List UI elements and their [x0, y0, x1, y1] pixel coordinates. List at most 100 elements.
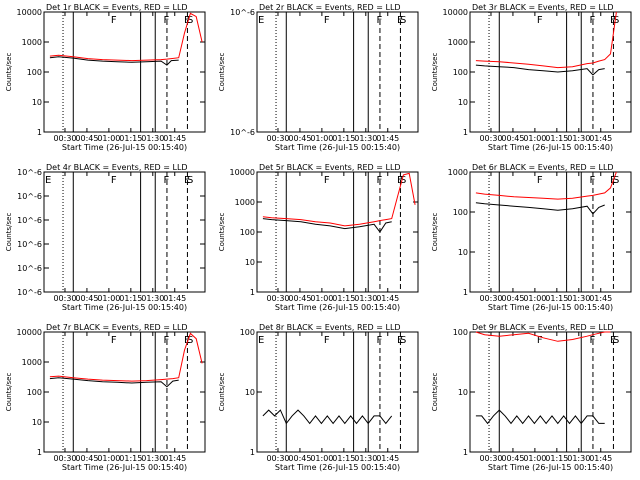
plot-frame [256, 171, 419, 293]
x-tick-label: 01:00 [97, 294, 120, 303]
x-tick-label: 01:45 [589, 294, 612, 303]
y-axis-label: Counts/sec [431, 373, 439, 412]
x-tick-label: 01:00 [310, 134, 333, 143]
x-tick-label: 01:45 [376, 134, 399, 143]
y-tick-label: 10^-6 [17, 264, 42, 273]
event-flag-label: E [397, 335, 403, 346]
x-axis-label: Start Time (26-Jul-15 00:15:40) [488, 143, 613, 152]
x-tick-label: 01:30 [141, 454, 164, 463]
event-flag-label: F [537, 335, 543, 346]
x-tick-label: 00:30 [266, 454, 289, 463]
chart-panel-1: Det 1r BLACK = Events, RED = LLD F F ES 00:3… [5, 3, 206, 152]
y-axis-label: Counts/sec [5, 373, 13, 412]
y-axis-label: Counts/sec [218, 213, 226, 252]
events-series-line [475, 202, 605, 215]
event-flag-label: F [377, 335, 383, 346]
y-tick-label: 10^-6 [17, 192, 42, 201]
x-tick-label: 01:45 [163, 294, 186, 303]
y-tick-label: 1000 [22, 358, 42, 367]
x-tick-label: 00:30 [53, 134, 76, 143]
event-flag-label: E [610, 15, 616, 26]
x-tick-label: 01:00 [523, 294, 546, 303]
y-tick-label: 100 [27, 68, 42, 77]
x-tick-label: 00:45 [75, 294, 98, 303]
events-series-line [262, 218, 392, 233]
x-tick-label: 01:15 [545, 454, 568, 463]
y-axis-label: Counts/sec [218, 373, 226, 412]
y-tick-label: 10^-6 [17, 216, 42, 225]
event-flag-label: S [400, 15, 406, 26]
x-tick-label: 00:45 [501, 294, 524, 303]
x-tick-label: 01:30 [141, 294, 164, 303]
chart-title: Det 9r BLACK = Events, RED = LLD [472, 323, 614, 332]
events-series-line [475, 64, 605, 76]
x-tick-label: 01:30 [354, 134, 377, 143]
x-tick-label: 00:30 [53, 294, 76, 303]
y-tick-label: 10 [32, 98, 42, 107]
x-tick-label: 01:30 [567, 454, 590, 463]
y-tick-label: 10 [458, 388, 468, 397]
lld-series-line [475, 331, 611, 342]
event-flag-label: F [590, 175, 596, 186]
y-tick-label: 1 [463, 448, 468, 457]
events-series-line [49, 56, 179, 66]
x-axis-label: Start Time (26-Jul-15 00:15:40) [488, 303, 613, 312]
y-tick-label: 10^-6 [230, 8, 255, 17]
x-tick-label: 01:00 [97, 454, 120, 463]
event-flag-label: S [400, 335, 406, 346]
x-tick-label: 01:15 [119, 294, 142, 303]
event-flag-label: E [184, 15, 190, 26]
lld-series-line [475, 171, 617, 200]
y-tick-label: 10 [245, 388, 255, 397]
x-tick-label: 01:30 [354, 454, 377, 463]
x-tick-label: 01:45 [376, 294, 399, 303]
x-tick-label: 01:45 [163, 454, 186, 463]
x-tick-label: 00:45 [75, 454, 98, 463]
y-tick-label: 100 [453, 208, 468, 217]
y-tick-label: 1000 [448, 38, 468, 47]
y-tick-label: 1 [463, 288, 468, 297]
x-tick-label: 00:30 [479, 454, 502, 463]
x-tick-label: 01:45 [163, 134, 186, 143]
x-tick-label: 01:30 [567, 134, 590, 143]
y-tick-label: 10 [32, 418, 42, 427]
chart-panel-3: Det 3r BLACK = Events, RED = LLD F F ES 00:3… [431, 3, 632, 152]
chart-panel-9: Det 9r BLACK = Events, RED = LLD F F ES 00:3… [431, 323, 632, 472]
y-tick-label: 10 [458, 98, 468, 107]
x-tick-label: 00:45 [501, 454, 524, 463]
y-tick-label: 100 [240, 328, 255, 337]
events-series-line [475, 409, 605, 425]
event-flag-label: S [187, 15, 193, 26]
event-flag-label: E [397, 15, 403, 26]
lld-series-line [262, 172, 416, 227]
event-flag-label: F [590, 335, 596, 346]
x-tick-label: 01:15 [545, 134, 568, 143]
y-tick-label: 10^-6 [17, 168, 42, 177]
x-tick-label: 01:45 [589, 454, 612, 463]
y-tick-label: 1000 [235, 198, 255, 207]
plot-frame [43, 171, 206, 293]
chart-title: Det 3r BLACK = Events, RED = LLD [472, 3, 614, 12]
x-tick-label: 01:00 [523, 454, 546, 463]
x-axis-label: Start Time (26-Jul-15 00:15:40) [275, 303, 400, 312]
event-flag-label: F [377, 15, 383, 26]
event-flag-label: S [187, 335, 193, 346]
x-tick-label: 01:00 [97, 134, 120, 143]
y-axis-label: Counts/sec [218, 53, 226, 92]
event-flag-label: F [537, 175, 543, 186]
y-tick-label: 10^-6 [17, 240, 42, 249]
chart-title: Det 7r BLACK = Events, RED = LLD [46, 323, 188, 332]
y-tick-label: 100 [240, 228, 255, 237]
lld-series-line [475, 11, 617, 69]
event-flag-label: E [397, 175, 403, 186]
event-flag-label: E [258, 15, 264, 26]
event-flag-label: F [111, 335, 117, 346]
x-tick-label: 00:45 [288, 454, 311, 463]
x-tick-label: 01:15 [332, 454, 355, 463]
y-tick-label: 1 [37, 448, 42, 457]
events-series-line [262, 409, 393, 425]
